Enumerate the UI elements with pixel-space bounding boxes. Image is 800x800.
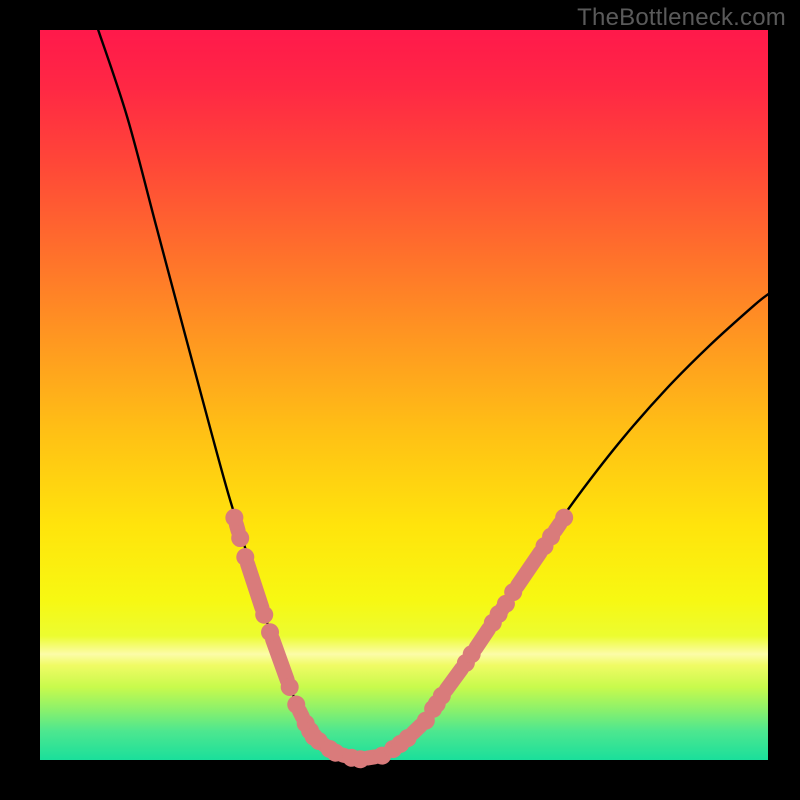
plot-background bbox=[40, 30, 768, 760]
watermark-text: TheBottleneck.com bbox=[577, 4, 786, 32]
chart-svg bbox=[0, 0, 800, 800]
chart-container: TheBottleneck.com bbox=[0, 0, 800, 800]
